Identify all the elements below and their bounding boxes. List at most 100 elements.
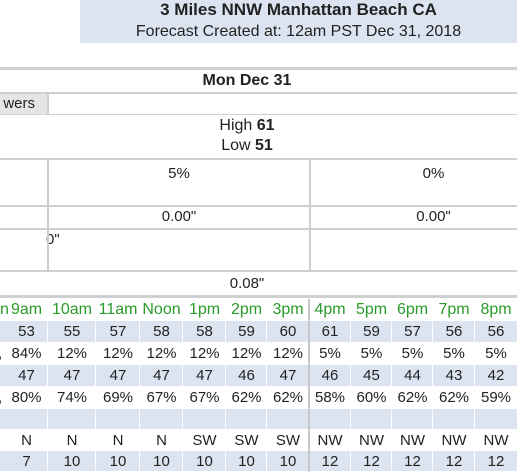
cell: 62% (438, 389, 470, 406)
cut-text: , (0, 345, 2, 362)
cell: 12 (445, 453, 463, 470)
row (0, 387, 517, 408)
hour-label: 1pm (188, 301, 221, 318)
cell: 46 (321, 367, 339, 384)
snow: 0" (46, 231, 60, 248)
qpf: 0.00" (416, 208, 451, 225)
col-divider (182, 299, 183, 472)
cell: 46 (238, 367, 255, 384)
cell: 47 (109, 367, 127, 384)
hour-label: 2pm (230, 301, 263, 318)
cell: 84% (11, 345, 42, 362)
cell: 62% (397, 389, 428, 406)
cell: 80% (11, 389, 42, 406)
hour-label: 8pm (480, 301, 512, 318)
hour-label: Noon (142, 301, 181, 318)
cell: 10 (153, 453, 170, 470)
low: Low 51 (0, 137, 494, 155)
day-date: Mon Dec 31 (202, 72, 292, 89)
cell: 56 (487, 323, 505, 340)
cell: 55 (63, 323, 81, 340)
cell: 5% (401, 345, 424, 362)
cell: N (66, 432, 78, 449)
cell: 47 (153, 367, 170, 384)
cell: 47 (279, 367, 297, 384)
hour-label: 9am (10, 301, 43, 318)
cell: 12% (231, 345, 262, 362)
cell: 12 (321, 453, 339, 470)
total: 0.08" (229, 275, 265, 292)
cell: 43 (445, 367, 463, 384)
location-title: 3 Miles NNW Manhattan Beach CA (160, 0, 437, 19)
hours-cut: n (0, 301, 9, 318)
cell: 44 (404, 367, 421, 384)
cell: 10 (63, 453, 81, 470)
cell: SW (234, 432, 259, 449)
col-divider (266, 299, 267, 472)
cell: 67% (146, 389, 177, 406)
cell: 12% (56, 345, 88, 362)
low-value: 51 (255, 137, 273, 154)
cell: 5% (443, 345, 465, 362)
cell: NW (359, 432, 384, 449)
col-divider (432, 299, 433, 472)
divider (47, 93, 49, 114)
cell: 5% (360, 345, 383, 362)
cell: 12% (272, 345, 304, 362)
low-label: Low (221, 137, 251, 154)
hour-label: 7pm (438, 301, 470, 318)
forecast-created: Forecast Created at: 12am PST Dec 31, 20… (135, 23, 462, 40)
weather-cell: wers (0, 94, 47, 114)
hour-label: 6pm (396, 301, 429, 318)
cell: 59 (363, 323, 380, 340)
col-divider (47, 299, 48, 472)
cell: 12% (102, 345, 134, 362)
cell: 45 (363, 367, 380, 384)
high-label: High (219, 117, 253, 134)
cell: SW (275, 432, 301, 449)
row (0, 365, 517, 386)
cell: 7 (22, 453, 31, 470)
qpf: 0.00" (161, 208, 197, 225)
cell: SW (192, 432, 217, 449)
cell: 62% (272, 389, 304, 406)
col-divider (225, 299, 226, 472)
cell: 12 (404, 453, 421, 470)
row (0, 430, 517, 450)
hour-label: 10am (51, 301, 93, 318)
hour-label: 5pm (355, 301, 388, 318)
divider (0, 114, 517, 115)
cell: NW (400, 432, 425, 449)
high: High 61 (0, 117, 494, 135)
col-divider (350, 299, 351, 472)
cell: 69% (102, 389, 134, 406)
high-value: 61 (256, 117, 275, 134)
cell: N (21, 432, 32, 449)
cell: 10 (238, 453, 255, 470)
header-box (80, 0, 517, 43)
cell: 57 (109, 323, 127, 340)
divider (0, 295, 517, 298)
cell: 10 (279, 453, 297, 470)
col-divider (139, 299, 140, 472)
cell: 47 (196, 367, 213, 384)
divider (0, 67, 517, 70)
col-divider (308, 299, 310, 472)
cell: 12 (487, 453, 505, 470)
cell: 60% (356, 389, 387, 406)
cell: 42 (487, 367, 505, 384)
cell: 61 (321, 323, 339, 340)
cell: 59% (480, 389, 512, 406)
cell: 57 (404, 323, 421, 340)
row (0, 451, 517, 471)
cell: 47 (63, 367, 81, 384)
cell: 5% (319, 345, 341, 362)
cell: 56 (445, 323, 463, 340)
row (0, 321, 517, 342)
divider (47, 158, 49, 270)
cell: NW (483, 432, 509, 449)
cut-text: , (0, 389, 2, 406)
cell: 74% (56, 389, 88, 406)
cell: 60 (279, 323, 297, 340)
